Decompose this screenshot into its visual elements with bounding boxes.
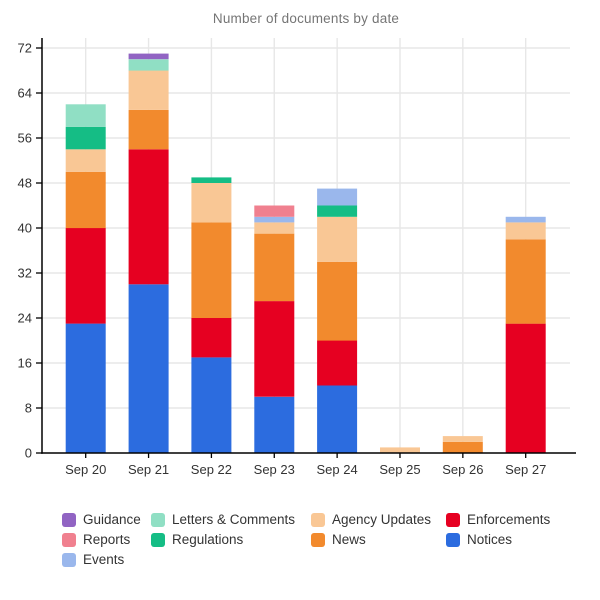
- bar-sep-24-enforcements[interactable]: [317, 340, 358, 386]
- bar-sep-25-agency-updates[interactable]: [380, 447, 420, 453]
- bar-sep-24-news[interactable]: [317, 261, 358, 341]
- y-tick-label: 56: [18, 131, 32, 146]
- legend-label: Agency Updates: [332, 512, 432, 527]
- chart-title: Number of documents by date: [212, 11, 400, 26]
- bar-sep-27-news[interactable]: [505, 239, 546, 324]
- bar-sep-23-notices[interactable]: [254, 396, 295, 454]
- legend-swatch-letters-and-comments: [151, 512, 165, 527]
- x-tick-label: Sep 24: [317, 462, 358, 477]
- bar-sep-21-agency-updates[interactable]: [128, 70, 169, 110]
- horizontal-gridlines: [42, 47, 570, 409]
- legend-label: Letters & Comments: [172, 512, 296, 527]
- y-tick-label: 32: [18, 266, 32, 281]
- bar-sep-27-events[interactable]: [505, 216, 546, 223]
- x-tick-label: Sep 26: [442, 462, 483, 477]
- bar-sep-24-agency-updates[interactable]: [317, 216, 358, 262]
- bar-sep-22-enforcements[interactable]: [191, 318, 232, 358]
- legend-label: News: [332, 532, 366, 547]
- legend-swatch-regulations: [151, 532, 165, 547]
- legend-item-agency-updates[interactable]: Agency Updates: [311, 512, 431, 527]
- legend-label: Reports: [83, 532, 131, 547]
- axes: [41, 38, 576, 454]
- x-axis-ticks: Sep 20 Sep 21 Sep 22 Sep 23 Sep 24 Sep 25 Sep …: [65, 453, 546, 477]
- y-axis-ticks: 0 8 16 24 32 40 48 56 64 72: [18, 41, 42, 461]
- bar-sep-21-news[interactable]: [128, 109, 169, 150]
- x-tick-label: Sep 27: [505, 462, 546, 477]
- bar-sep-20-regulations[interactable]: [65, 126, 106, 150]
- x-tick-label: Sep 21: [128, 462, 169, 477]
- legend-label: Notices: [467, 532, 513, 547]
- legend-label: Events: [83, 552, 125, 567]
- bar-sep-24-regulations[interactable]: [317, 205, 358, 217]
- bar-sep-22-notices[interactable]: [191, 357, 232, 453]
- bar-sep-24-events[interactable]: [317, 188, 358, 206]
- legend-item-enforcements[interactable]: Enforcements: [446, 512, 550, 527]
- legend-label: Regulations: [172, 532, 244, 547]
- bar-sep-23-agency-updates[interactable]: [254, 222, 295, 234]
- bar-sep-22-regulations[interactable]: [191, 177, 232, 183]
- legend-swatch-notices: [446, 532, 460, 547]
- bar-sep-22-agency-updates[interactable]: [191, 183, 232, 223]
- bar-sep-27-agency-updates[interactable]: [505, 222, 546, 240]
- x-tick-label: Sep 23: [254, 462, 295, 477]
- bar-sep-20-enforcements[interactable]: [65, 228, 106, 324]
- bar-sep-23-news[interactable]: [254, 233, 295, 302]
- bar-sep-21-guidance[interactable]: [128, 53, 169, 60]
- y-tick-label: 24: [18, 311, 32, 326]
- legend-label: Guidance: [83, 512, 141, 527]
- bar-sep-20-agency-updates[interactable]: [65, 149, 106, 172]
- bar-sep-21-letters-and-comments[interactable]: [128, 59, 169, 71]
- bar-sep-20-notices[interactable]: [65, 323, 106, 453]
- legend-swatch-guidance: [62, 512, 76, 527]
- y-tick-label: 72: [18, 41, 32, 56]
- y-tick-label: 64: [18, 86, 32, 101]
- legend-swatch-agency-updates: [311, 512, 325, 527]
- bar-sep-27-enforcements[interactable]: [505, 323, 546, 453]
- legend-item-reports[interactable]: Reports: [62, 532, 130, 547]
- bar-sep-22-news[interactable]: [191, 222, 232, 318]
- y-tick-label: 0: [25, 446, 32, 461]
- bar-sep-21-notices[interactable]: [128, 284, 169, 454]
- bar-sep-23-events[interactable]: [254, 216, 295, 223]
- legend-swatch-news: [311, 532, 325, 547]
- legend-item-events[interactable]: Events: [62, 552, 124, 567]
- x-tick-label: Sep 25: [379, 462, 420, 477]
- y-tick-label: 16: [18, 356, 32, 371]
- legend-item-regulations[interactable]: Regulations: [151, 532, 243, 547]
- bar-sep-23-reports[interactable]: [254, 205, 295, 217]
- bar-sep-21-enforcements[interactable]: [128, 149, 169, 285]
- y-tick-label: 8: [25, 401, 32, 416]
- bar-sep-20-news[interactable]: [65, 171, 106, 229]
- bar-sep-26-agency-updates[interactable]: [442, 436, 483, 442]
- legend-item-letters-and-comments[interactable]: Letters & Comments: [151, 512, 295, 527]
- y-tick-label: 40: [18, 221, 32, 236]
- bar-sep-26-news[interactable]: [442, 441, 483, 454]
- legend-swatch-events: [62, 552, 76, 567]
- x-tick-label: Sep 22: [191, 462, 232, 477]
- legend-label: Enforcements: [467, 512, 551, 527]
- x-tick-label: Sep 20: [65, 462, 106, 477]
- bar-sep-20-letters-and-comments[interactable]: [65, 104, 106, 127]
- legend-item-news[interactable]: News: [311, 532, 366, 547]
- bar-sep-24-notices[interactable]: [317, 385, 358, 454]
- bar-sep-23-enforcements[interactable]: [254, 301, 295, 397]
- legend-item-notices[interactable]: Notices: [446, 532, 512, 547]
- legend-item-guidance[interactable]: Guidance: [62, 512, 141, 527]
- y-tick-label: 48: [18, 176, 32, 191]
- legend-swatch-enforcements: [446, 512, 460, 527]
- bars: [65, 53, 546, 454]
- legend-swatch-reports: [62, 532, 76, 547]
